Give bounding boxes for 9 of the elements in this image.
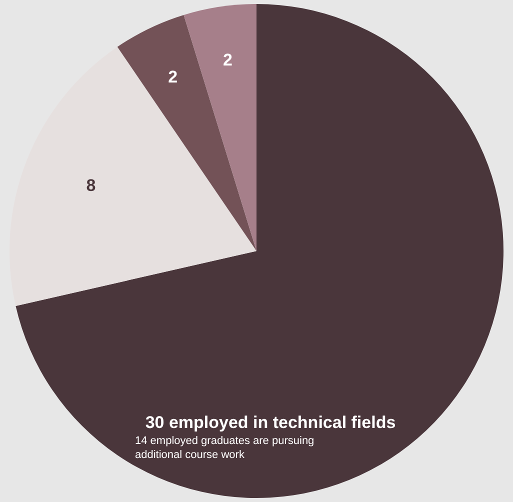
data-label: 8 <box>86 176 96 196</box>
pie-slice <box>117 14 256 251</box>
pie-slice <box>16 4 504 498</box>
data-label: 2 <box>223 50 233 70</box>
text: 14 employed graduates are pursuing additional course work <box>135 435 314 461</box>
data-label: 2 <box>168 67 178 86</box>
pie-slice <box>184 4 256 251</box>
data-label: 30 employed in technical fields <box>145 413 396 432</box>
pie-slice <box>10 46 256 306</box>
